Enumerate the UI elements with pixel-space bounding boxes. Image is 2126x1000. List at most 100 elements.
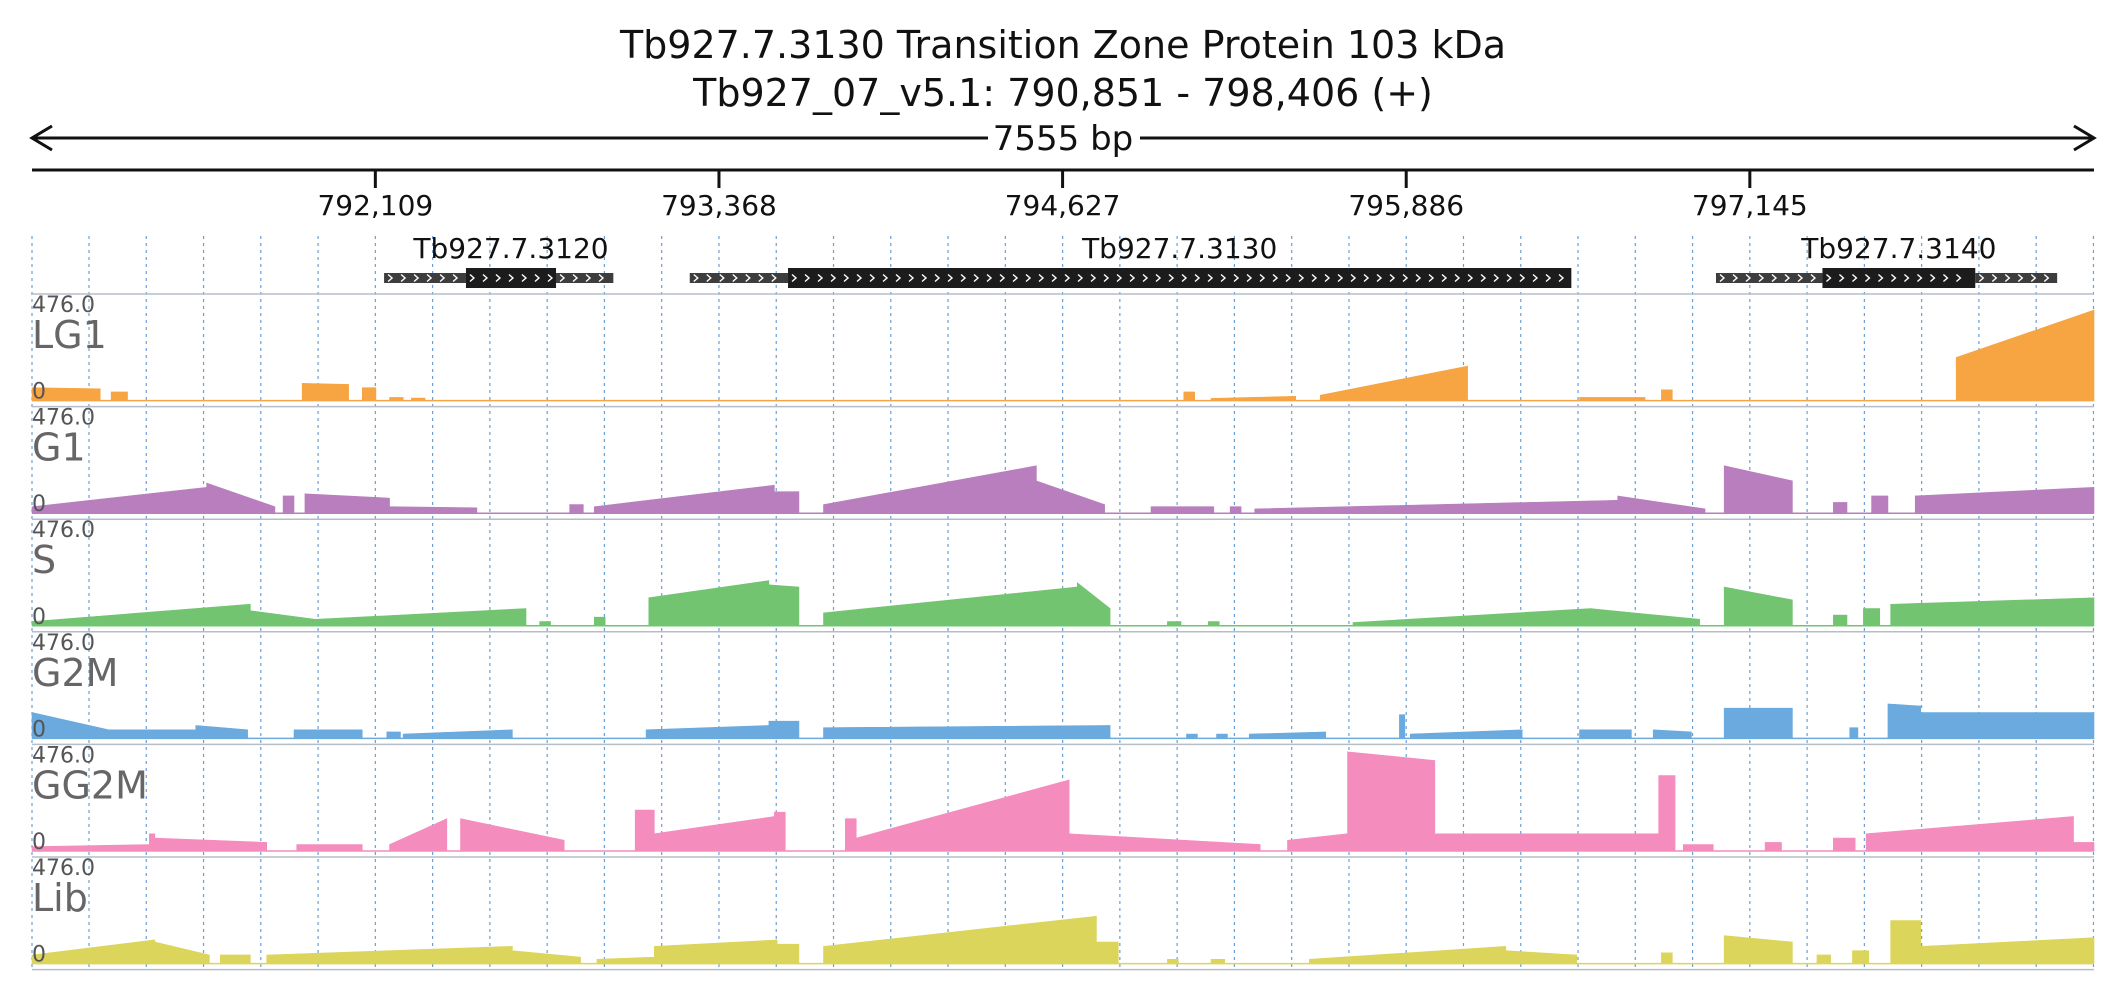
coverage-segment (1068, 833, 1261, 852)
gene-label: Tb927.7.3130 (1081, 232, 1277, 265)
tick-label: 795,886 (1348, 189, 1464, 222)
strand-chevron (1233, 273, 1240, 283)
coverage-segment (1764, 842, 1782, 852)
strand-chevron (719, 273, 725, 283)
strand-chevron (1129, 273, 1136, 283)
coverage-segment (768, 584, 800, 627)
gene-Tb927.7.3140: Tb927.7.3140 (1715, 232, 2058, 288)
track-lib: 476.0 0 Lib (31, 856, 2095, 968)
track-gg2m: 476.0 0 GG2M (31, 743, 2095, 855)
strand-chevron (439, 273, 446, 283)
coverage-segment (1319, 365, 1468, 401)
tick-label: 797,145 (1692, 189, 1808, 222)
strand-chevron (999, 273, 1006, 283)
strand-chevron (934, 273, 941, 283)
coverage-segment (1955, 309, 2095, 401)
strand-chevron (960, 273, 967, 283)
coverage-segment (1183, 391, 1195, 401)
strand-chevron (758, 273, 764, 283)
coverage-segment (154, 941, 210, 964)
coverage-segment (823, 465, 1037, 514)
strand-chevron (1758, 273, 1765, 283)
strand-chevron (1194, 273, 1201, 283)
strand-chevron (1155, 273, 1162, 283)
track-ymin-label: 0 (32, 830, 46, 855)
strand-chevron (1428, 273, 1435, 283)
strand-chevron (534, 273, 541, 283)
coverage-segment (768, 720, 800, 739)
strand-chevron (1350, 273, 1357, 283)
coverage-segment (1920, 937, 2095, 964)
coverage-segment (1863, 608, 1881, 627)
gene-cds (788, 268, 1572, 288)
track-ymin-label: 0 (32, 380, 46, 405)
strand-chevron (745, 273, 751, 283)
coverage-tracks: 476.00LG1476.00G1476.00S476.00G2M476.00G… (31, 293, 2095, 971)
strand-chevron (1051, 273, 1058, 283)
coverage-segment (149, 833, 156, 852)
coverage-segment (845, 818, 857, 852)
coverage-segment (1816, 954, 1831, 964)
strand-chevron (1441, 273, 1448, 283)
gene-utr (689, 273, 789, 283)
strand-chevron (1732, 273, 1739, 283)
coverage-segment (596, 956, 655, 964)
strand-chevron (2030, 273, 2037, 283)
strand-chevron (1090, 273, 1097, 283)
strand-chevron (1077, 273, 1084, 283)
coverage-segment (855, 779, 1070, 852)
coverage-segment (460, 818, 565, 852)
coverage-segment (315, 608, 527, 627)
coverage-segment (1833, 837, 1856, 852)
track-ymax-label: 476.0 (32, 406, 95, 431)
coverage-segment (1887, 703, 1921, 739)
strand-chevron (469, 273, 476, 283)
strand-chevron (1324, 273, 1331, 283)
track-lg1: 476.0 0 LG1 (31, 293, 2095, 405)
strand-chevron (1810, 273, 1817, 283)
strand-chevron (1142, 273, 1149, 283)
strand-chevron (598, 273, 605, 283)
coverage-segment (1399, 714, 1406, 739)
track-ymin-label: 0 (32, 605, 46, 630)
coverage-segment (1658, 775, 1676, 852)
strand-chevron (830, 273, 837, 283)
gene-Tb927.7.3130: Tb927.7.3130 (689, 232, 1572, 288)
strand-chevron (400, 273, 407, 283)
strand-chevron (1272, 273, 1279, 283)
coverage-segment (569, 504, 584, 514)
coverage-segment (1150, 506, 1215, 514)
coverage-segment (1723, 586, 1793, 627)
coverage-segment (823, 915, 1097, 964)
coverage-segment (154, 837, 268, 852)
strand-chevron (1311, 273, 1318, 283)
coverage-segment (31, 844, 150, 852)
strand-chevron (856, 273, 863, 283)
coverage-segment (1434, 833, 1659, 852)
track-name-label: G1 (32, 426, 86, 470)
coverage-segment (386, 731, 401, 739)
coverage-segment (1920, 712, 2095, 739)
coverage-segment (1652, 729, 1692, 739)
strand-chevron (1929, 273, 1936, 283)
strand-chevron (585, 273, 592, 283)
gene-cds (1822, 268, 1976, 288)
strand-chevron (732, 273, 738, 283)
strand-chevron (1363, 273, 1370, 283)
gene-utr (556, 273, 614, 283)
strand-chevron (1797, 273, 1804, 283)
track-ymax-label: 476.0 (32, 631, 95, 656)
coverage-segment (1849, 727, 1859, 739)
span-label: 7555 bp (993, 119, 1134, 159)
strand-chevron (1545, 273, 1552, 283)
coverage-segment (31, 939, 156, 964)
strand-chevron (559, 273, 566, 283)
strand-chevron (791, 273, 798, 283)
coverage-segment (110, 391, 128, 401)
strand-chevron (1025, 273, 1032, 283)
strand-chevron (1519, 273, 1526, 283)
coverage-segment (1077, 582, 1111, 627)
strand-chevron (413, 273, 420, 283)
strand-chevron (1771, 273, 1778, 283)
